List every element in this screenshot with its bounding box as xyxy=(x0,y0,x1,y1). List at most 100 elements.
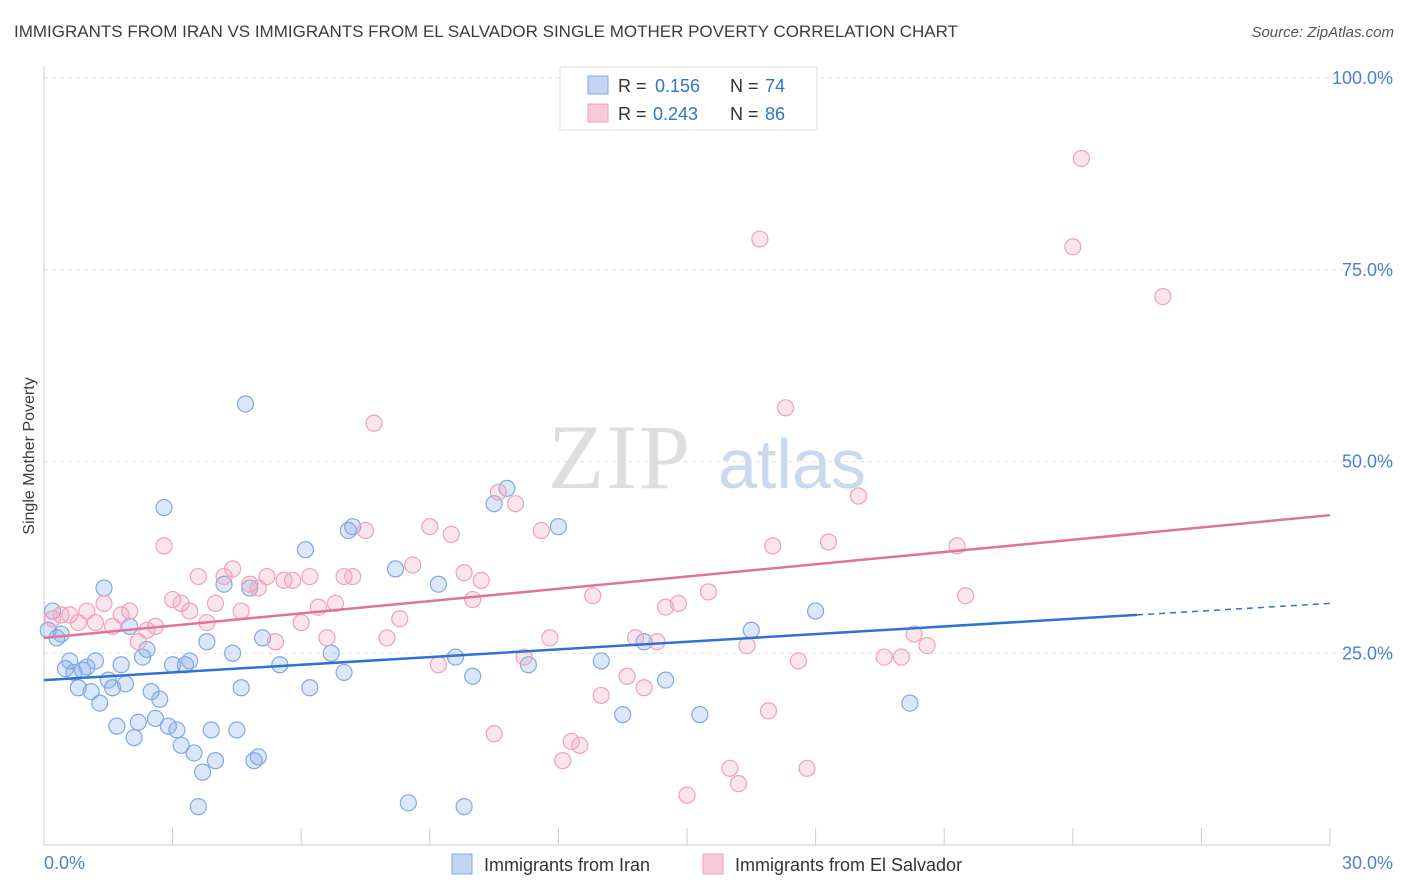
legend-swatch-el-salvador xyxy=(702,853,724,875)
stats-r-value-iran: 0.156 xyxy=(655,76,700,96)
el-salvador-point xyxy=(957,587,975,605)
el-salvador-point xyxy=(506,495,525,513)
iran-point xyxy=(95,579,113,597)
el-salvador-point xyxy=(1072,149,1090,168)
el-salvador-point xyxy=(344,567,362,586)
iran-point xyxy=(335,663,353,682)
el-salvador-point xyxy=(284,571,302,589)
legend-label-el-salvador: Immigrants from El Salvador xyxy=(735,855,962,875)
el-salvador-point xyxy=(819,533,838,551)
el-salvador-point xyxy=(43,610,62,628)
iran-point xyxy=(656,671,675,689)
el-salvador-point xyxy=(442,525,460,543)
stats-r-label-iran: R = xyxy=(618,76,647,96)
tick-labels: 25.0% 50.0% 75.0% 100.0% 0.0% 30.0% xyxy=(44,68,1393,873)
el-salvador-point xyxy=(78,602,96,620)
iran-point xyxy=(236,395,255,413)
iran-point xyxy=(86,652,105,670)
iran-point xyxy=(386,560,405,578)
iran-point xyxy=(146,709,165,728)
el-salvador-point xyxy=(301,567,319,586)
el-salvador-point xyxy=(789,652,808,670)
iran-point xyxy=(198,633,216,651)
stats-legend: R = 0.156 N = 74 R = 0.243 N = 86 xyxy=(559,66,818,131)
stats-n-value-el-salvador: 86 xyxy=(765,104,785,124)
iran-point xyxy=(614,706,632,724)
el-salvador-point xyxy=(738,636,756,655)
el-salvador-point xyxy=(404,556,422,574)
el-salvador-point xyxy=(562,732,580,751)
el-salvador-point xyxy=(138,621,156,639)
stats-legend-swatch-el-salvador xyxy=(587,103,609,123)
el-salvador-point xyxy=(86,613,105,632)
iran-point xyxy=(189,798,207,816)
iran-point xyxy=(112,656,130,674)
el-salvador-point xyxy=(292,613,310,632)
el-salvador-point xyxy=(669,594,688,612)
el-salvador-point xyxy=(232,602,250,620)
el-salvador-point xyxy=(69,613,87,632)
axes xyxy=(43,66,1331,846)
el-salvador-point xyxy=(356,521,375,540)
el-salvador-point xyxy=(656,598,675,616)
el-salvador-point xyxy=(892,648,910,666)
el-salvador-point xyxy=(532,521,550,540)
el-salvador-point xyxy=(121,602,139,620)
iran-point xyxy=(249,748,267,766)
stats-n-label-iran: N = xyxy=(730,76,759,96)
el-salvador-point xyxy=(112,606,130,624)
el-salvador-point xyxy=(678,786,696,804)
iran-point xyxy=(194,763,212,781)
el-salvador-point xyxy=(378,629,396,647)
stats-r-label-el-salvador: R = xyxy=(618,104,647,124)
iran-point xyxy=(151,690,169,708)
source-credit: Source: ZipAtlas.com xyxy=(1251,24,1394,41)
y-tick-label: 100.0% xyxy=(1332,68,1393,88)
iran-point xyxy=(344,518,362,536)
el-salvador-point xyxy=(266,633,285,651)
iran-point xyxy=(592,652,610,670)
el-salvador-point xyxy=(635,679,653,697)
iran-point xyxy=(69,679,87,697)
iran-trend-extension xyxy=(1137,602,1331,616)
el-salvador-point xyxy=(541,629,559,647)
iran-point xyxy=(129,713,147,731)
el-salvador-point xyxy=(258,567,276,586)
legend-swatch-iran xyxy=(451,853,473,875)
iran-point xyxy=(464,667,482,685)
iran-point xyxy=(901,694,919,712)
el-salvador-point xyxy=(618,667,636,685)
iran-point xyxy=(181,652,199,670)
chart-title: IMMIGRANTS FROM IRAN VS IMMIGRANTS FROM … xyxy=(14,22,958,41)
el-salvador-point xyxy=(764,537,782,555)
el-salvador-point xyxy=(224,560,242,578)
iran-point xyxy=(301,679,319,697)
iran-point xyxy=(206,752,225,770)
legend-label-iran: Immigrants from Iran xyxy=(484,855,650,875)
el-salvador-point xyxy=(429,656,447,674)
iran-point xyxy=(429,575,447,593)
el-salvador-point xyxy=(391,610,409,628)
el-salvador-point xyxy=(181,602,199,620)
watermark-atlas: atlas xyxy=(718,425,866,503)
trend-lines xyxy=(43,513,1331,682)
iran-point xyxy=(455,798,473,816)
iran-point xyxy=(232,679,250,697)
iran-point xyxy=(224,644,242,662)
iran-point xyxy=(228,721,246,739)
iran-point xyxy=(155,498,173,517)
el-salvador-trend-line xyxy=(43,513,1331,640)
iran-trend-line xyxy=(43,613,1138,682)
el-salvador-point xyxy=(464,590,482,609)
stats-n-label-el-salvador: N = xyxy=(730,104,759,124)
iran-point xyxy=(399,794,417,812)
el-salvador-point xyxy=(759,702,778,720)
watermark: ZIP atlas xyxy=(548,406,866,508)
bottom-legend: Immigrants from Iran Immigrants from El … xyxy=(451,853,962,875)
el-salvador-point xyxy=(875,648,893,666)
iran-point xyxy=(806,602,825,620)
el-salvador-point xyxy=(189,567,207,586)
el-salvador-point xyxy=(918,636,936,655)
iran-point xyxy=(185,744,203,762)
